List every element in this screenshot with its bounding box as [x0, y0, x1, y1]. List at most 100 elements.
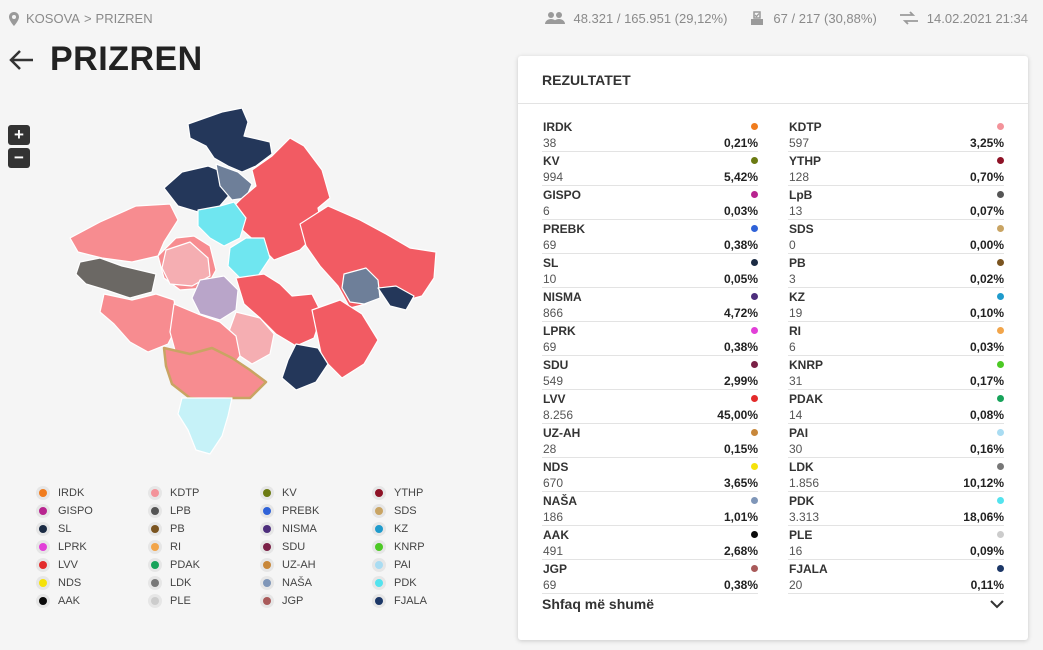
legend-color-dot [36, 540, 50, 554]
zoom-controls: + − [8, 125, 30, 171]
party-votes: 69 [543, 340, 557, 354]
result-row: SDU 549 2,99% [542, 356, 758, 390]
party-percentage: 0,38% [723, 238, 758, 252]
legend-label: NAŠA [282, 577, 312, 589]
result-row: RI 6 0,03% [788, 322, 1004, 356]
legend-item[interactable]: JGP [260, 594, 372, 608]
legend-item[interactable]: UZ-AH [260, 558, 372, 572]
legend-item[interactable]: SL [36, 522, 148, 536]
legend-item[interactable]: NDS [36, 576, 148, 590]
party-votes: 866 [543, 306, 564, 320]
party-votes: 20 [789, 578, 803, 592]
party-name: KDTP [789, 120, 822, 134]
zoom-in-button[interactable]: + [8, 125, 30, 145]
party-votes: 491 [543, 544, 564, 558]
legend-item[interactable]: NAŠA [260, 576, 372, 590]
party-name: PDK [789, 494, 815, 508]
result-row: LDK 1.856 10,12% [788, 458, 1004, 492]
legend-color-dot [260, 504, 274, 518]
map-region-fjala-south-east[interactable] [281, 343, 329, 391]
page-title: PRIZREN [50, 40, 203, 78]
legend-item[interactable]: RI [148, 540, 260, 554]
map-region-pdk-light-south[interactable] [177, 397, 233, 455]
legend-item[interactable]: KNRP [372, 540, 484, 554]
legend-label: KNRP [394, 541, 425, 553]
party-color-dot [751, 259, 758, 266]
show-more-button[interactable]: Shfaq më shumë [542, 596, 1004, 612]
legend-item[interactable]: SDS [372, 504, 484, 518]
party-name: FJALA [789, 562, 828, 576]
party-color-dot [997, 429, 1004, 436]
legend-item[interactable]: KDTP [148, 486, 260, 500]
result-row: PREBK 69 0,38% [542, 220, 758, 254]
party-votes: 994 [543, 170, 564, 184]
legend-item[interactable]: LDK [148, 576, 260, 590]
map-region-lvv-selected[interactable] [162, 346, 268, 402]
party-color-dot [751, 293, 758, 300]
legend-item[interactable]: PDK [372, 576, 484, 590]
legend-label: RI [170, 541, 181, 553]
location-pin-icon [9, 11, 19, 26]
party-name: RI [789, 324, 801, 338]
legend-color-dot [260, 522, 274, 536]
legend-item[interactable]: FJALA [372, 594, 484, 608]
legend-color-dot [260, 594, 274, 608]
result-row: NISMA 866 4,72% [542, 288, 758, 322]
party-percentage: 0,10% [969, 306, 1004, 320]
party-name: IRDK [543, 120, 573, 134]
legend-item[interactable]: YTHP [372, 486, 484, 500]
legend-item[interactable]: KV [260, 486, 372, 500]
party-name: PAI [789, 426, 809, 440]
map-region-lvv-light-southwest[interactable] [99, 293, 179, 353]
legend-color-dot [36, 576, 50, 590]
party-color-dot [751, 157, 758, 164]
kosovo-map[interactable] [60, 108, 450, 460]
legend-item[interactable]: GISPO [36, 504, 148, 518]
result-row: NDS 670 3,65% [542, 458, 758, 492]
legend-item[interactable]: LPRK [36, 540, 148, 554]
updated-stat: 14.02.2021 21:34 [899, 11, 1028, 26]
legend-item[interactable]: LPB [148, 504, 260, 518]
legend-item[interactable]: PLE [148, 594, 260, 608]
legend-item[interactable]: LVV [36, 558, 148, 572]
legend-item[interactable]: IRDK [36, 486, 148, 500]
map-region-pdk-center[interactable] [197, 201, 247, 247]
party-percentage: 0,17% [969, 374, 1004, 388]
legend-color-dot [260, 558, 274, 572]
result-row: KZ 19 0,10% [788, 288, 1004, 322]
result-row: PLE 16 0,09% [788, 526, 1004, 560]
legend-label: LDK [170, 577, 192, 589]
result-row: KV 994 5,42% [542, 152, 758, 186]
map-region-fjala-east[interactable] [377, 285, 415, 311]
legend-color-dot [148, 522, 162, 536]
party-color-dot [751, 497, 758, 504]
party-percentage: 2,99% [723, 374, 758, 388]
map-region-ldk-west[interactable] [75, 257, 157, 299]
party-color-dot [997, 565, 1004, 572]
zoom-out-button[interactable]: − [8, 148, 30, 168]
legend-item[interactable]: PDAK [148, 558, 260, 572]
breadcrumb-root-link[interactable]: KOSOVA [26, 11, 80, 26]
map-legend: IRDK KDTP KV YTHP GISPO LPB PREBK SDS SL PB NISMA K… [36, 486, 476, 608]
map-region-lvv-light-west[interactable] [69, 203, 179, 263]
legend-color-dot [372, 504, 386, 518]
back-button[interactable] [8, 46, 36, 74]
legend-label: UZ-AH [282, 559, 316, 571]
legend-item[interactable]: PB [148, 522, 260, 536]
legend-color-dot [372, 576, 386, 590]
legend-item[interactable]: NISMA [260, 522, 372, 536]
result-row: JGP 69 0,38% [542, 560, 758, 594]
map-region-pdk-center-2[interactable] [227, 237, 271, 279]
result-row: KDTP 597 3,25% [788, 118, 1004, 152]
legend-item[interactable]: AAK [36, 594, 148, 608]
result-row: FJALA 20 0,11% [788, 560, 1004, 594]
party-percentage: 18,06% [963, 510, 1004, 524]
map-region-nisma-center[interactable] [191, 275, 239, 321]
legend-item[interactable]: PREBK [260, 504, 372, 518]
legend-item[interactable]: KZ [372, 522, 484, 536]
legend-item[interactable]: PAI [372, 558, 484, 572]
results-grid: IRDK 38 0,21% KDTP 597 3,25% KV 994 5,42% YTHP 128… [542, 118, 1004, 594]
map-region-nasa-east[interactable] [341, 267, 381, 305]
legend-item[interactable]: SDU [260, 540, 372, 554]
map-region-fjala-north[interactable] [187, 108, 273, 173]
